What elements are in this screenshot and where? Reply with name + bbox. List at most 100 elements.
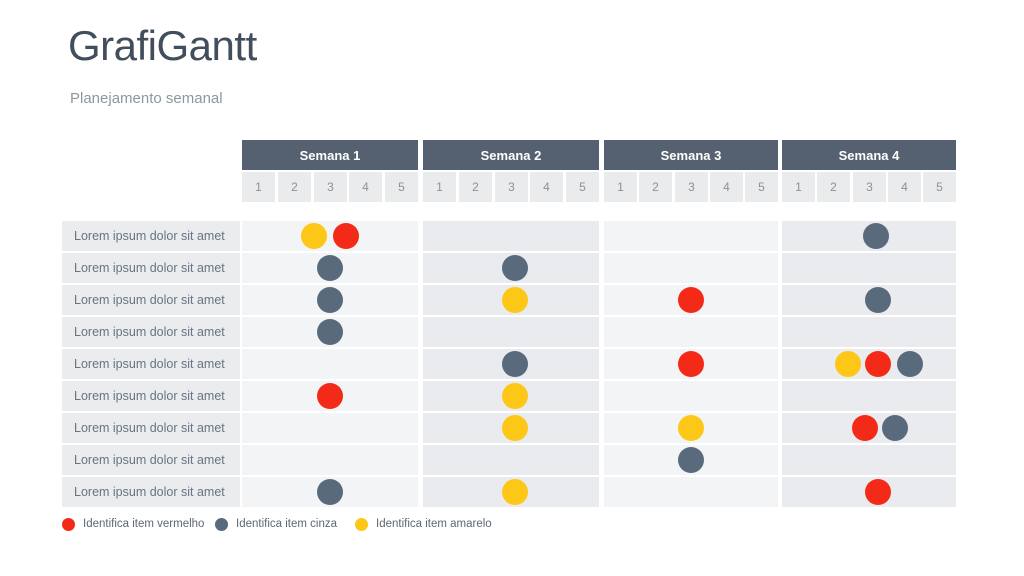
- week-band: [423, 381, 599, 411]
- week-band: [423, 221, 599, 251]
- day-cell: 2: [459, 172, 492, 202]
- legend-item: Identifica item cinza: [215, 517, 337, 531]
- dot-gray: [863, 223, 890, 249]
- week-band: [242, 317, 418, 347]
- day-cell: 2: [817, 172, 850, 202]
- week-header: Semana 2: [423, 140, 599, 170]
- page-title: GrafiGantt: [68, 22, 257, 69]
- week-band: [782, 413, 956, 443]
- day-cell: 1: [423, 172, 456, 202]
- week-band: [604, 253, 778, 283]
- week-header: Semana 1: [242, 140, 418, 170]
- week-band: [242, 477, 418, 507]
- week-band: [604, 413, 778, 443]
- week-band: [782, 477, 956, 507]
- dot-yellow: [300, 223, 327, 249]
- week-band: [242, 253, 418, 283]
- week-band: [242, 413, 418, 443]
- day-cell: 2: [639, 172, 672, 202]
- legend-label: Identifica item amarelo: [376, 518, 492, 530]
- legend-label: Identifica item cinza: [236, 518, 337, 530]
- dot-red: [333, 223, 360, 249]
- week-band: [423, 413, 599, 443]
- dot-red: [317, 383, 343, 409]
- dot-gray: [678, 447, 704, 473]
- task-label: Lorem ipsum dolor sit amet: [62, 413, 240, 443]
- dot-gray: [501, 255, 528, 281]
- week-band: [423, 349, 599, 379]
- dot-yellow: [501, 479, 528, 505]
- week-band: [604, 381, 778, 411]
- week-band: [782, 349, 956, 379]
- week-band: [604, 285, 778, 315]
- week-band: [423, 317, 599, 347]
- dot-gray: [317, 287, 343, 313]
- week-band: [423, 445, 599, 475]
- week-header: Semana 3: [604, 140, 778, 170]
- dot-red: [678, 287, 704, 313]
- dot-red: [852, 415, 879, 441]
- day-cell: 5: [745, 172, 778, 202]
- day-cell: 4: [710, 172, 743, 202]
- week-band: [604, 221, 778, 251]
- legend-item: Identifica item amarelo: [355, 517, 492, 531]
- week-band: [242, 445, 418, 475]
- dot-gray: [882, 415, 909, 441]
- task-label: Lorem ipsum dolor sit amet: [62, 381, 240, 411]
- task-label: Lorem ipsum dolor sit amet: [62, 349, 240, 379]
- week-band: [782, 221, 956, 251]
- week-band: [782, 285, 956, 315]
- day-cell: 3: [495, 172, 528, 202]
- dot-yellow: [678, 415, 704, 441]
- week-band: [604, 445, 778, 475]
- week-band: [423, 285, 599, 315]
- dot-gray: [896, 351, 923, 377]
- day-cell: 1: [782, 172, 815, 202]
- week-band: [242, 349, 418, 379]
- week-band: [423, 477, 599, 507]
- task-label: Lorem ipsum dolor sit amet: [62, 445, 240, 475]
- page-subtitle: Planejamento semanal: [70, 90, 223, 107]
- week-band: [782, 445, 956, 475]
- dot-gray: [317, 479, 343, 505]
- week-band: [242, 381, 418, 411]
- legend-label: Identifica item vermelho: [83, 518, 205, 530]
- day-cell: 5: [385, 172, 418, 202]
- legend-yellow-dot: [355, 517, 368, 531]
- dot-gray: [317, 255, 343, 281]
- dot-yellow: [834, 351, 861, 377]
- day-cell: 1: [604, 172, 637, 202]
- day-cell: 3: [853, 172, 886, 202]
- dot-red: [864, 351, 891, 377]
- legend-item: Identifica item vermelho: [62, 517, 204, 531]
- dot-gray: [501, 351, 528, 377]
- dot-red: [678, 351, 704, 377]
- day-cell: 3: [314, 172, 347, 202]
- week-band: [782, 253, 956, 283]
- task-label: Lorem ipsum dolor sit amet: [62, 221, 240, 251]
- task-label: Lorem ipsum dolor sit amet: [62, 477, 240, 507]
- week-band: [782, 317, 956, 347]
- day-cell: 4: [530, 172, 563, 202]
- day-cell: 2: [278, 172, 311, 202]
- task-label: Lorem ipsum dolor sit amet: [62, 285, 240, 315]
- dot-red: [864, 479, 891, 505]
- week-band: [782, 381, 956, 411]
- dot-yellow: [501, 287, 528, 313]
- day-cell: 5: [566, 172, 599, 202]
- day-cell: 4: [888, 172, 921, 202]
- week-band: [604, 477, 778, 507]
- week-band: [604, 349, 778, 379]
- legend-gray-dot: [215, 517, 228, 531]
- task-label: Lorem ipsum dolor sit amet: [62, 253, 240, 283]
- week-band: [242, 285, 418, 315]
- week-band: [423, 253, 599, 283]
- dot-yellow: [501, 383, 528, 409]
- task-label: Lorem ipsum dolor sit amet: [62, 317, 240, 347]
- legend-red-dot: [62, 517, 75, 531]
- dot-gray: [864, 287, 891, 313]
- day-cell: 1: [242, 172, 275, 202]
- week-band: [242, 221, 418, 251]
- week-header: Semana 4: [782, 140, 956, 170]
